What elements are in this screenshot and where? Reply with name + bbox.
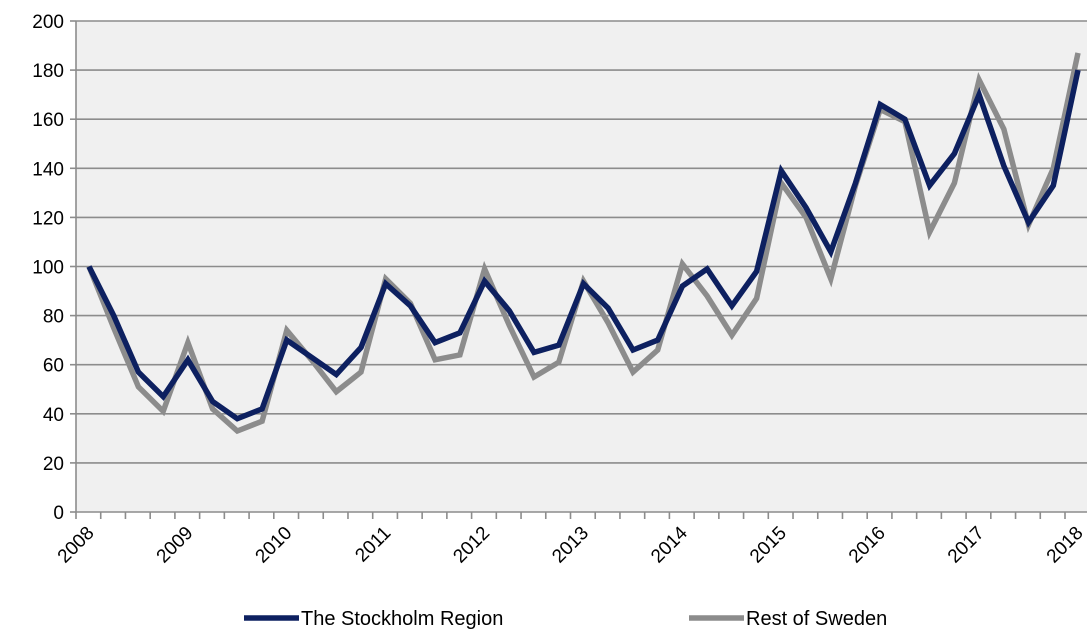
y-tick-label: 120	[32, 208, 64, 229]
y-tick-label: 180	[32, 61, 64, 82]
x-tick-label: 2018	[1043, 523, 1087, 568]
legend-item-the-stockholm-region: The Stockholm Region	[244, 608, 503, 630]
x-tick-label: 2014	[647, 522, 692, 567]
y-tick-label: 140	[32, 159, 64, 180]
y-tick-label: 40	[43, 405, 64, 426]
x-tick-label: 2008	[54, 523, 99, 568]
axes	[70, 20, 1087, 519]
x-tick-labels: 2008 2009 2010 2011 2012 2013 2014 2015 2016 2017…	[54, 522, 1087, 567]
series-lines	[86, 52, 1081, 435]
x-tick-label: 2009	[153, 523, 198, 568]
legend: The Stockholm Region Rest of Sweden	[244, 608, 887, 630]
legend-item-rest-of-sweden: Rest of Sweden	[689, 608, 887, 630]
y-tick-labels: 0 20 40 60 80 100 120 140 160 180 200	[32, 12, 64, 524]
y-tick-label: 0	[53, 503, 64, 524]
y-tick-label: 100	[32, 258, 64, 279]
x-tick-label: 2012	[449, 523, 494, 568]
x-tick-label: 2016	[845, 523, 890, 568]
x-tick-label: 2017	[944, 523, 989, 568]
y-tick-label: 60	[43, 356, 64, 377]
x-tick-label: 2011	[351, 523, 395, 567]
x-tick-label: 2010	[252, 523, 297, 568]
y-tick-label: 200	[32, 12, 64, 33]
x-tick-label: 2015	[746, 523, 791, 568]
legend-label-rest-of-sweden: Rest of Sweden	[746, 608, 887, 630]
y-tick-label: 160	[32, 110, 64, 131]
x-tick-label: 2013	[548, 523, 593, 568]
y-tick-label: 20	[43, 454, 64, 475]
series-line-the-stockholm-region	[86, 69, 1081, 422]
gridlines	[76, 20, 1087, 464]
y-tick-label: 80	[43, 307, 64, 328]
legend-label-the-stockholm-region: The Stockholm Region	[301, 608, 503, 630]
